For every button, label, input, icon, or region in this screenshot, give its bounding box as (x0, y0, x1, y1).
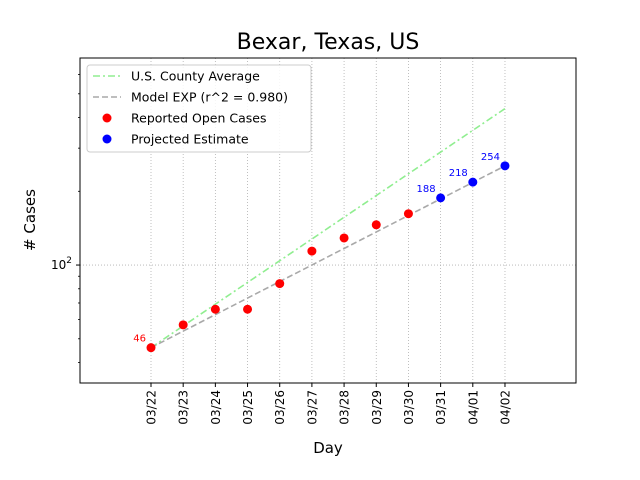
x-tick-label: 03/27 (305, 390, 319, 425)
legend: U.S. County Average Model EXP (r^2 = 0.98… (86, 64, 312, 153)
y-axis-ticks: 102 (51, 74, 80, 363)
legend-swatch (102, 113, 112, 123)
series-line (150, 165, 506, 349)
legend-box (86, 64, 312, 153)
series-line (150, 107, 506, 349)
y-tick-label: 102 (51, 256, 72, 272)
data-point (403, 209, 413, 219)
data-label: 188 (417, 184, 436, 195)
data-point (210, 304, 220, 314)
data-point (436, 193, 446, 203)
x-tick-label: 03/26 (273, 390, 287, 425)
x-tick-label: 03/31 (434, 390, 448, 425)
data-point (500, 161, 510, 171)
legend-entry: Projected Estimate (131, 132, 249, 147)
x-tick-label: 03/22 (145, 390, 159, 425)
x-tick-label: 04/01 (466, 390, 480, 425)
chart-title: Bexar, Texas, US (237, 30, 420, 55)
x-tick-label: 03/29 (370, 390, 384, 425)
data-label: 254 (481, 152, 500, 163)
x-axis-ticks: 03/22 03/23 03/24 03/25 03/26 03/27 03/28 03/29… (145, 383, 512, 425)
data-label: 218 (449, 168, 468, 179)
series-points (146, 161, 510, 353)
x-tick-label: 03/23 (177, 390, 191, 425)
data-point (468, 177, 478, 187)
legend-entry: Model EXP (r^2 = 0.980) (131, 90, 288, 105)
x-tick-label: 03/30 (402, 390, 416, 425)
legend-entry: U.S. County Average (131, 69, 260, 84)
data-point (339, 233, 349, 243)
x-tick-label: 03/28 (338, 390, 352, 425)
plot-frame (79, 57, 577, 384)
legend-swatch (102, 134, 112, 144)
data-label: 46 (133, 334, 146, 345)
x-axis-label: Day (313, 439, 343, 457)
data-point (275, 279, 285, 289)
x-tick-label: 04/02 (498, 390, 512, 425)
data-point (307, 246, 317, 256)
legend-entry: Reported Open Cases (131, 111, 267, 126)
y-axis-label: # Cases (21, 189, 39, 251)
data-point (178, 320, 188, 330)
data-labels: 46 188 218 254 (133, 152, 500, 345)
series-lines (150, 107, 506, 349)
data-point (146, 343, 156, 353)
data-point (371, 220, 381, 230)
data-point (243, 304, 253, 314)
x-tick-label: 03/25 (241, 390, 255, 425)
x-tick-label: 03/24 (209, 390, 223, 425)
